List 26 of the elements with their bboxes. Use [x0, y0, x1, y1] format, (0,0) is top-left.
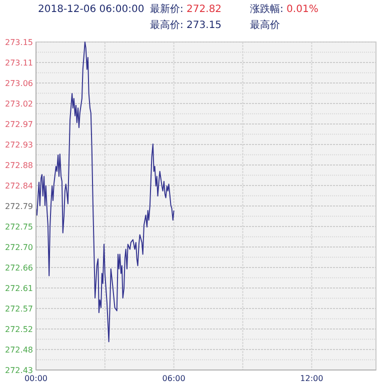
text: 涨跌幅: 0.01%	[250, 3, 318, 15]
line-series	[36, 42, 174, 342]
y-tick-label: 272.84	[5, 181, 33, 190]
x-tick-label: 00:00	[24, 374, 48, 383]
y-tick-label: 272.70	[5, 242, 33, 252]
y-tick-label: 272.48	[5, 345, 33, 354]
text: 2018-12-06 06:00:00	[38, 4, 144, 15]
y-tick-label: 272.75	[5, 222, 33, 232]
text: 最高价: 273.15	[150, 19, 222, 31]
y-tick-label: 273.02	[5, 99, 33, 108]
y-tick-label: 272.52	[5, 324, 33, 334]
y-tick-label: 272.93	[5, 140, 33, 150]
y-tick-label: 272.61	[5, 284, 33, 293]
text: 最新价: 272.82	[150, 3, 222, 15]
y-tick-label: 273.15	[5, 38, 33, 47]
y-tick-label: 272.43	[5, 366, 33, 375]
y-tick-label: 272.97	[5, 120, 33, 129]
x-tick-label: 12:00	[300, 374, 324, 383]
y-tick-label: 272.66	[5, 263, 33, 272]
x-tick-label: 06:00	[162, 374, 186, 383]
text: 最高价	[250, 19, 280, 31]
y-tick-label: 273.06	[5, 78, 33, 88]
y-tick-label: 273.11	[5, 58, 33, 68]
y-tick-label: 272.88	[5, 160, 33, 170]
y-tick-label: 272.79	[5, 202, 33, 211]
y-tick-label: 272.57	[5, 304, 33, 314]
